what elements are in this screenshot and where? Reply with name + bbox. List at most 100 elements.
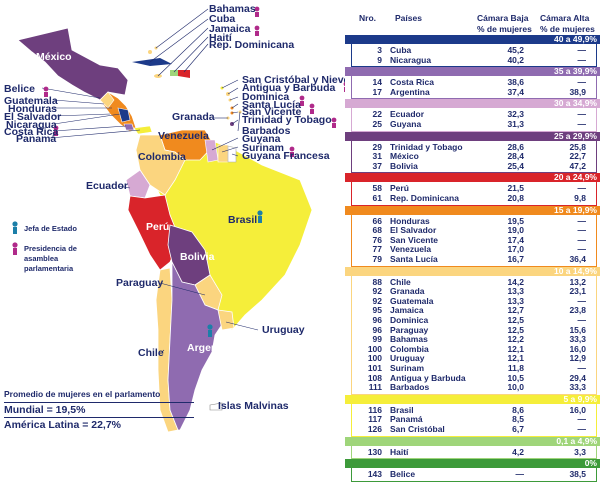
header-alta-sub: % de mujeres [540,24,595,34]
label-surinam: Surinam [242,142,285,154]
label-colombia: Colombia [138,151,186,163]
label-costa-rica: Costa Rica [4,126,59,138]
label-trinidad: Trinidad y Tobago [242,114,332,126]
table-row: 96 Paraguay 12,5 15,6 [352,325,596,335]
cell-baja: 12,1 [507,353,524,364]
cell-nro: 100 [367,353,382,364]
cell-pais: Panamá [390,414,423,425]
jefa-symbol-brasil [257,210,263,223]
cell-alta: 33,3 [569,334,586,345]
cell-pais: Bolivia [390,160,418,171]
table-row: 99 Bahamas 12,2 33,3 [352,334,596,344]
label-dominica: Dominica [242,91,290,103]
presidencia-symbol-trinidad [331,117,337,128]
cell-baja: 12,1 [507,343,524,354]
label-jamaica: Jamaica [209,23,251,35]
jefa-symbol-argentina [207,324,213,337]
label-argentina: Argentina [187,342,237,354]
cell-baja: 8,6 [512,404,524,415]
cell-alta: — [577,314,587,325]
cell-baja: 31,3 [507,118,524,129]
cell-pais: El Salvador [390,225,437,236]
cell-alta: — [577,234,587,245]
label-brasil: Brasil [228,214,258,226]
cell-nro: 68 [372,225,382,236]
region-ecuador [125,169,151,199]
label-guyana-francesa: Guyana Francesa [242,150,330,162]
map-stage: México Bahamas Cuba Jamaica Haití Rep. D… [4,3,600,482]
range-section: 88 Chile 14,2 13,2 92 Granada 13,3 23,1 92 Guatem… [351,275,597,395]
table-row: 61 Rep. Dominicana 20,8 9,8 [352,193,596,203]
label-haiti: Haití [209,32,232,44]
cell-alta: — [577,118,587,129]
label-guatemala: Guatemala [4,95,58,107]
label-antigua: Antigua y Barbuda [242,82,336,94]
cell-alta: 29,4 [569,372,586,383]
table-row: 29 Trinidad y Tobago 28,6 25,8 [352,142,596,152]
cell-pais: San Vicente [390,234,439,245]
range-section: 66 Honduras 19,5 — 68 El Salvador 19,0 — 76 San V… [351,214,597,267]
region-haiti [170,70,178,76]
cell-baja: 14,2 [507,276,524,287]
cell-baja: 4,2 [512,446,524,457]
header-baja-sub: % de mujeres [477,24,532,34]
cell-pais: Barbados [390,382,430,393]
region-rep-dominicana [178,70,190,78]
cell-alta: 9,8 [574,192,586,203]
label-chile: Chile [138,347,164,359]
table-row: 79 Santa Lucía 16,7 36,4 [352,254,596,264]
label-panama: Panamá [16,133,57,145]
range-band: 10 a 14,9% [345,266,600,276]
cell-nro: 92 [372,286,382,297]
cell-nro: 88 [372,276,382,287]
table-row: 76 San Vicente 17,4 — [352,235,596,245]
cell-alta: 12,9 [569,353,586,364]
cell-alta: 13,2 [569,276,586,287]
cell-alta: 23,8 [569,305,586,316]
cell-nro: 79 [372,253,382,264]
average-america-latina: América Latina = 22,7% [4,417,194,432]
cell-baja: 8,5 [512,414,524,425]
cell-baja: 17,0 [507,244,524,255]
range-band: 20 a 24,9% [345,172,600,183]
label-uruguay: Uruguay [262,324,305,336]
label-rep-dominicana: Rep. Dominicana [209,39,295,51]
cell-pais: Surinam [390,362,425,373]
cell-nro: 76 [372,234,382,245]
cell-alta: — [577,109,587,120]
cell-alta: 16,0 [569,404,586,415]
cell-baja: 11,8 [507,362,524,373]
legend-jefa-label: Jefa de Estado [24,224,77,233]
cell-pais: Belice [390,469,416,480]
table-row: 101 Surinam 11,8 — [352,363,596,373]
table-row: 37 Bolivia 25,4 47,2 [352,161,596,171]
range-section: 130 Haití 4,2 3,3 [351,445,597,460]
range-band: 40 a 49,9% [345,34,600,44]
region-peru [127,194,181,271]
label-ecuador: Ecuador [86,180,129,192]
header-camara-alta: Cámara Alta [540,13,590,23]
cell-baja: — [515,469,525,480]
table-row: 95 Jamaica 12,7 23,8 [352,305,596,315]
cell-nro: 126 [367,423,382,434]
legend-presidencia-label: Presidencia de asamblea parlamentaria [24,244,77,273]
cell-baja: 21,5 [507,183,524,194]
region-argentina [167,261,226,431]
range-label: 5 a 9,9% [563,393,597,404]
cell-alta: — [577,244,587,255]
cell-pais: Honduras [390,215,430,226]
cell-nro: 29 [372,141,382,152]
header-nro: Nro. [359,13,376,23]
cell-nro: 117 [368,414,382,425]
cell-nro: 31 [372,151,382,162]
cell-baja: 20,8 [507,192,524,203]
cell-nro: 58 [372,183,382,194]
region-guatemala [99,91,115,109]
cell-pais: Brasil [390,404,414,415]
cell-baja: 12,5 [507,324,524,335]
region-colombia [135,134,186,196]
cell-nro: 100 [367,343,382,354]
region-costa-rica [123,123,135,131]
leader-lines [41,8,259,353]
cell-alta: — [577,225,587,236]
